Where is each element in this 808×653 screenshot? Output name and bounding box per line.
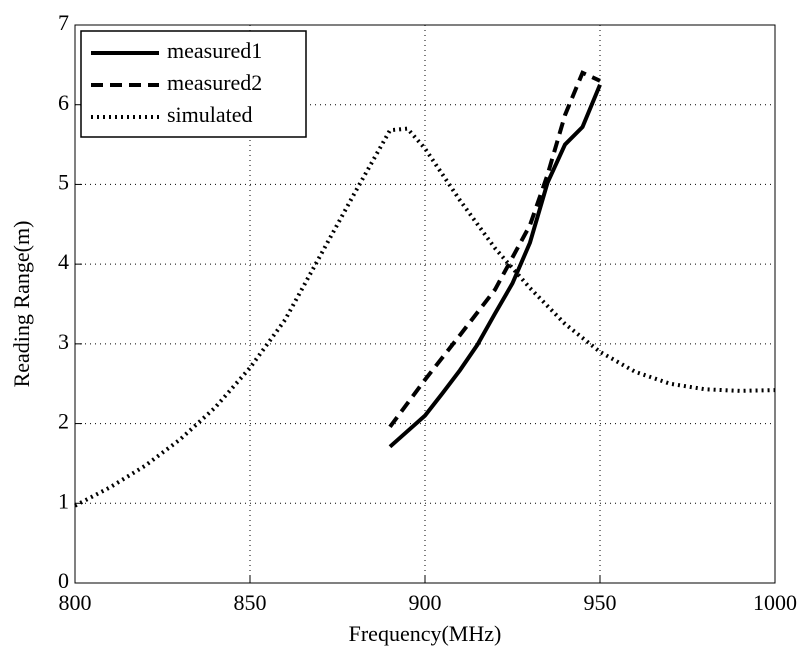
y-tick-label: 5 — [58, 169, 69, 194]
y-tick-label: 7 — [58, 10, 69, 35]
legend-label: measured2 — [167, 70, 262, 95]
x-tick-label: 1000 — [753, 590, 797, 615]
y-tick-label: 6 — [58, 90, 69, 115]
y-tick-label: 3 — [58, 329, 69, 354]
x-tick-label: 950 — [584, 590, 617, 615]
x-tick-label: 850 — [234, 590, 267, 615]
plot-frame — [74, 24, 776, 584]
legend-label: measured1 — [167, 38, 262, 63]
x-tick-label: 800 — [59, 590, 92, 615]
x-tick-label: 900 — [409, 590, 442, 615]
y-axis-label: Reading Range(m) — [9, 221, 34, 388]
y-tick-label: 1 — [58, 488, 69, 513]
legend-label: simulated — [167, 102, 253, 127]
y-tick-label: 2 — [58, 409, 69, 434]
y-tick-label: 0 — [58, 568, 69, 593]
data-line — [388, 70, 601, 428]
data-line — [388, 84, 602, 449]
y-tick-label: 4 — [58, 249, 69, 274]
x-axis-label: Frequency(MHz) — [349, 621, 502, 646]
